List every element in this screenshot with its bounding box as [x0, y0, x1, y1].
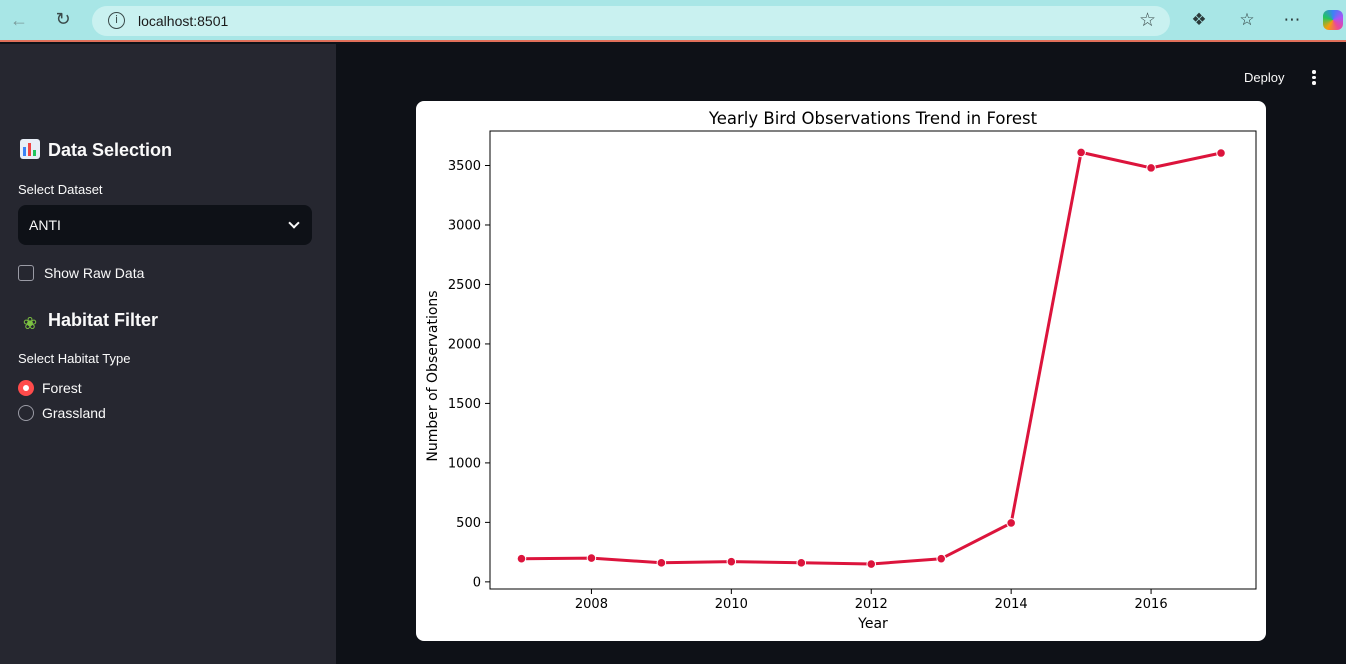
grassland-radio-label[interactable]: Grassland: [42, 405, 106, 421]
y-tick-label: 2000: [448, 337, 481, 352]
show-raw-data-checkbox[interactable]: [18, 265, 34, 281]
favorite-star-icon[interactable]: ☆: [1138, 9, 1156, 31]
extensions-icon[interactable]: ❖: [1191, 10, 1207, 30]
y-axis-label: Number of Observations: [425, 290, 441, 461]
forest-radio[interactable]: [18, 380, 34, 396]
chevron-down-icon: [288, 217, 300, 229]
y-tick-label: 3500: [448, 159, 481, 174]
more-menu-icon[interactable]: ⋯: [1283, 10, 1301, 30]
browser-toolbar: ← ↻ i localhost:8501 ☆ ❖ ☆ ⋯: [0, 0, 1346, 42]
data-point: [866, 559, 877, 569]
dataset-select-value: ANTI: [29, 217, 61, 233]
data-point: [1006, 518, 1016, 528]
habitat-type-label: Select Habitat Type: [18, 351, 131, 366]
habitat-filter-heading: ❀ Habitat Filter: [20, 310, 158, 334]
data-point: [1076, 147, 1086, 158]
y-tick-label: 500: [456, 516, 481, 531]
x-tick-label: 2016: [1135, 597, 1168, 612]
data-point: [516, 553, 527, 564]
chart-card: Yearly Bird Observations Trend in Forest…: [416, 101, 1266, 641]
x-tick-label: 2010: [715, 597, 748, 612]
data-selection-heading: Data Selection: [20, 139, 172, 161]
y-tick-label: 1000: [448, 456, 481, 471]
data-point: [656, 558, 667, 568]
plot-frame: [489, 130, 1257, 590]
grassland-radio[interactable]: [18, 405, 34, 421]
main-menu-icon[interactable]: [1306, 67, 1322, 87]
data-point: [726, 556, 737, 567]
dataset-label: Select Dataset: [18, 182, 103, 197]
chart-title: Yearly Bird Observations Trend in Forest: [708, 109, 1038, 128]
line-chart: Yearly Bird Observations Trend in Forest…: [425, 109, 1257, 632]
reload-icon[interactable]: ↻: [55, 9, 71, 30]
series-line: [521, 150, 1222, 566]
site-info-icon[interactable]: i: [108, 12, 125, 29]
x-tick-label: 2008: [575, 597, 608, 612]
sidebar: Data Selection Select Dataset ANTI Show …: [0, 44, 336, 664]
y-tick-label: 2500: [448, 278, 481, 293]
data-point: [586, 553, 597, 563]
favorites-icon[interactable]: ☆: [1239, 10, 1255, 30]
show-raw-data-label[interactable]: Show Raw Data: [44, 265, 145, 281]
deploy-button[interactable]: Deploy: [1244, 70, 1285, 85]
data-point: [1216, 148, 1226, 158]
dataset-select[interactable]: ANTI: [18, 205, 312, 245]
y-tick-label: 0: [473, 575, 481, 590]
back-icon[interactable]: ←: [10, 10, 28, 30]
address-bar[interactable]: i localhost:8501 ☆: [92, 6, 1170, 36]
copilot-icon[interactable]: [1323, 10, 1343, 30]
y-tick-label: 1500: [448, 397, 481, 412]
y-tick-label: 3000: [448, 218, 481, 233]
data-point: [796, 558, 807, 568]
data-point: [936, 553, 947, 564]
x-axis-label: Year: [857, 616, 888, 632]
forest-radio-label[interactable]: Forest: [42, 380, 82, 396]
x-tick-label: 2012: [855, 597, 888, 612]
data-point: [1146, 163, 1156, 173]
bar-chart-icon: [20, 139, 40, 159]
x-tick-label: 2014: [995, 597, 1028, 612]
herb-leaf-icon: ❀: [22, 314, 38, 333]
url-text[interactable]: localhost:8501: [138, 13, 229, 29]
